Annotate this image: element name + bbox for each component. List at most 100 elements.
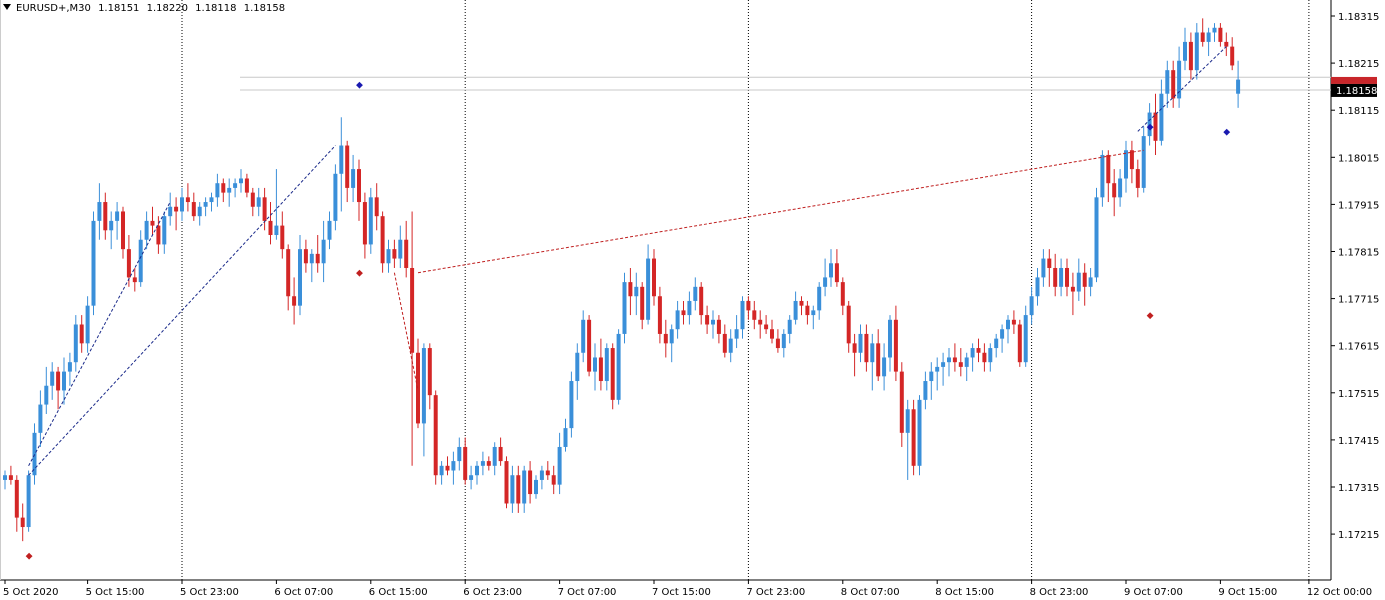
candle-body <box>351 169 356 188</box>
candle-body <box>1200 32 1205 42</box>
candle-body <box>3 475 7 480</box>
candle-body <box>262 197 267 221</box>
candle-body <box>581 319 586 353</box>
candle-body <box>1224 41 1229 47</box>
candle-body <box>73 324 78 363</box>
candle-body <box>26 475 31 528</box>
time-tick-label: 5 Oct 2020 <box>3 587 58 598</box>
candle-body <box>1059 267 1064 287</box>
candle-body <box>1124 150 1128 179</box>
candle-body <box>622 282 627 334</box>
candle-body <box>97 202 102 221</box>
candle-body <box>286 249 291 297</box>
candle-body <box>1236 79 1241 94</box>
price-tick-label: 1.18015 <box>1338 153 1379 164</box>
candle-body <box>1230 46 1235 66</box>
candle-body <box>1106 154 1111 184</box>
candle-body <box>44 385 49 405</box>
price-tick-label: 1.17915 <box>1338 200 1379 211</box>
candle-body <box>1029 296 1034 316</box>
candle-body <box>917 399 922 466</box>
candle-body <box>545 470 550 476</box>
dropdown-arrow-icon[interactable] <box>3 4 11 10</box>
candle-body <box>191 202 196 217</box>
candle-body <box>793 300 798 320</box>
candle-body <box>439 465 444 476</box>
candle-body <box>14 479 19 518</box>
candle-body <box>1183 41 1187 61</box>
candle-body <box>50 371 55 386</box>
candle-body <box>893 319 898 372</box>
candle-body <box>758 319 763 325</box>
candle-body <box>91 220 96 306</box>
close-price: 1.18158 <box>243 3 286 14</box>
candle-body <box>829 263 833 278</box>
candle-body <box>510 475 515 504</box>
candle-body <box>121 211 125 250</box>
zigzag-line <box>1137 46 1227 132</box>
candle-body <box>138 239 143 283</box>
candle-body <box>38 404 43 433</box>
candle-body <box>858 333 863 353</box>
candle-body <box>840 282 845 306</box>
candle-body <box>1177 60 1182 99</box>
candle-body <box>652 258 656 297</box>
candle-body <box>958 362 963 367</box>
candle-body <box>221 183 226 193</box>
candle-body <box>339 145 344 174</box>
candle-body <box>1000 329 1005 339</box>
candle-body <box>85 305 90 344</box>
candle-body <box>587 319 592 372</box>
candle-body <box>1053 267 1058 287</box>
time-tick-label: 6 Oct 23:00 <box>463 587 522 598</box>
candle-body <box>982 352 987 363</box>
candle-body <box>1147 112 1152 137</box>
candle-body <box>1188 41 1193 71</box>
candle-body <box>628 282 633 297</box>
candle-body <box>935 366 940 372</box>
fractal-up-marker: ◆ <box>1223 127 1230 137</box>
candle-body <box>1076 272 1081 292</box>
candle-body <box>368 197 373 245</box>
candle-body <box>421 348 426 424</box>
candle-body <box>132 277 137 283</box>
candle-body <box>292 296 297 306</box>
candle-body <box>929 371 934 382</box>
candle-body <box>675 310 680 330</box>
time-tick-label: 8 Oct 07:00 <box>841 587 900 598</box>
candle-body <box>693 286 698 301</box>
candle-body <box>357 169 361 203</box>
fractal-up-marker: ◆ <box>1147 123 1154 133</box>
candle-body <box>227 187 232 193</box>
candle-body <box>569 381 574 429</box>
candle-body <box>256 197 261 207</box>
candle-body <box>1011 319 1016 325</box>
candle-body <box>846 305 851 344</box>
candle-body <box>834 263 839 283</box>
candle-body <box>911 409 916 466</box>
candle-body <box>215 183 220 198</box>
candle-body <box>746 300 751 311</box>
candle-body <box>711 319 715 325</box>
candle-body <box>516 475 521 504</box>
candle-body <box>203 202 208 207</box>
candle-body <box>280 225 285 250</box>
candle-body <box>79 324 84 344</box>
fractal-up-marker: ◆ <box>356 80 363 90</box>
price-tick-label: 1.18315 <box>1338 12 1379 23</box>
candle-body <box>345 145 350 188</box>
zigzag-line <box>393 272 419 391</box>
candle-body <box>480 461 485 466</box>
candle-body <box>1088 277 1093 287</box>
candle-body <box>876 343 881 377</box>
candle-body <box>404 239 409 268</box>
time-tick-label: 8 Oct 23:00 <box>1030 587 1089 598</box>
candle-body <box>1023 315 1028 363</box>
candle-body <box>923 381 928 400</box>
candle-body <box>386 249 391 264</box>
open-price: 1.18151 <box>98 3 140 14</box>
candle-body <box>1171 70 1176 99</box>
candle-body <box>1082 272 1087 287</box>
price-tick-label: 1.17415 <box>1338 436 1379 447</box>
